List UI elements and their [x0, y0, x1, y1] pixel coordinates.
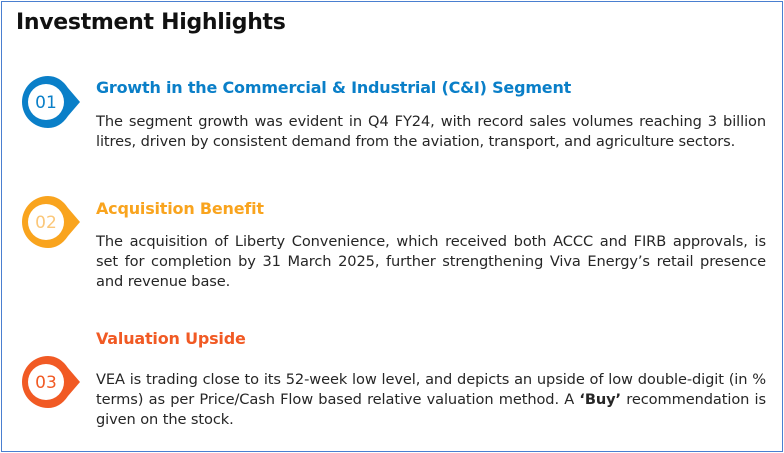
item-number: 01 — [35, 93, 57, 113]
text-part: VEA is trading close to its 52-week low … — [96, 371, 766, 408]
page-title: Investment Highlights — [16, 10, 286, 35]
item-heading: Acquisition Benefit — [96, 199, 264, 218]
item-heading: Valuation Upside — [96, 329, 246, 348]
number-pin-icon: 03 — [22, 356, 80, 408]
item-text: VEA is trading close to its 52-week low … — [96, 370, 766, 430]
buy-rating: ‘Buy’ — [579, 391, 622, 408]
item-number: 02 — [35, 213, 57, 233]
item-heading: Growth in the Commercial & Industrial (C… — [96, 78, 572, 97]
text-part: recommendation is given on the stock. — [96, 391, 766, 428]
item-text: The segment growth was evident in Q4 FY2… — [96, 113, 766, 150]
item-text: The acquisition of Liberty Convenience, … — [96, 233, 766, 290]
item-number: 03 — [35, 373, 57, 393]
number-pin-icon: 02 — [22, 196, 80, 248]
number-pin-icon: 01 — [22, 76, 80, 128]
